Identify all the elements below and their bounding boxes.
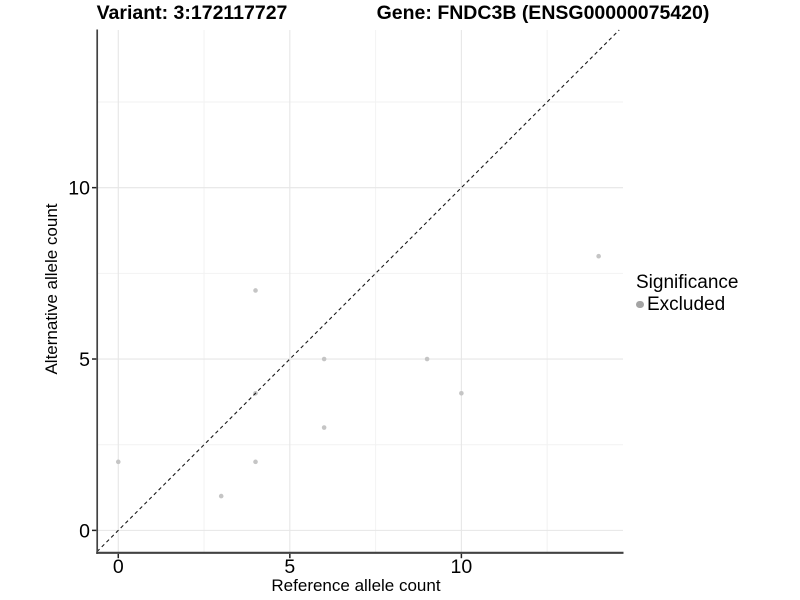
data-point xyxy=(321,356,327,362)
identity-reference-line xyxy=(96,29,620,553)
data-point xyxy=(253,459,258,465)
x-axis-tick-label: 0 xyxy=(113,556,124,578)
legend-title: Significance xyxy=(636,272,739,293)
y-axis-title: Alternative allele count xyxy=(42,203,61,375)
data-point xyxy=(115,459,121,465)
x-axis-title: Reference allele count xyxy=(271,576,441,595)
excluded-point-icon xyxy=(636,300,644,309)
data-point xyxy=(424,356,430,362)
data-point xyxy=(253,288,258,293)
y-axis-tick-label: 5 xyxy=(79,349,90,371)
legend: Significance Excluded xyxy=(636,272,738,315)
data-point xyxy=(459,390,464,396)
y-axis-tick-label: 10 xyxy=(68,178,90,200)
x-axis-tick-label: 5 xyxy=(284,556,295,578)
data-point xyxy=(596,253,601,259)
data-point xyxy=(321,425,327,430)
data-point xyxy=(218,493,224,499)
x-axis-tick-label: 10 xyxy=(451,556,473,578)
plot-title-variant: Variant: 3:172117727 xyxy=(96,2,288,24)
legend-item-excluded: Excluded xyxy=(636,294,738,315)
legend-item-label: Excluded xyxy=(647,294,726,315)
plot-title-gene: Gene: FNDC3B (ENSG00000075420) xyxy=(376,2,710,24)
y-axis-tick-label: 0 xyxy=(79,520,90,542)
